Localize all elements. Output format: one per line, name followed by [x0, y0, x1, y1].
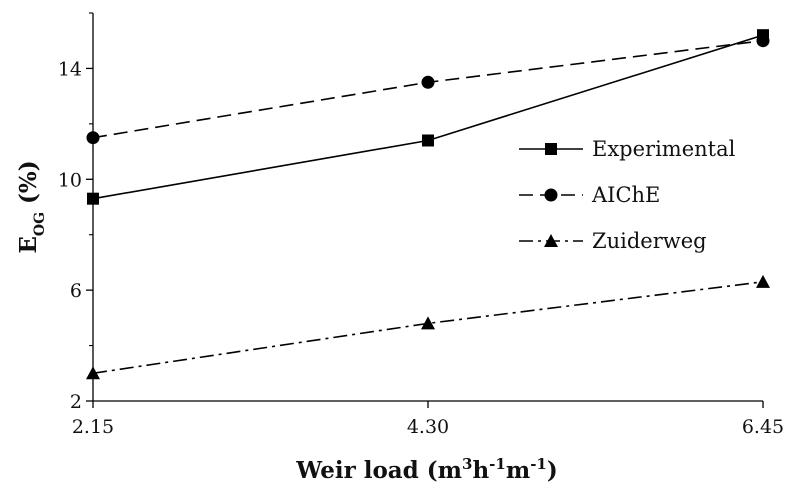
legend-label: Zuiderweg: [592, 229, 707, 253]
axes: [92, 13, 763, 402]
y-tick-label: 14: [58, 58, 82, 80]
legend-item-experimental: Experimental: [519, 137, 736, 161]
data-point: [756, 34, 770, 48]
data-point: [756, 274, 770, 288]
series-aiche: [86, 34, 770, 145]
series-zuiderweg: [86, 274, 770, 380]
x-axis-title: Weir load (m3h-1m-1): [295, 455, 558, 484]
legend-marker: [544, 234, 558, 247]
legend-item-zuiderweg: Zuiderweg: [519, 229, 707, 253]
x-tick-label: 4.30: [407, 416, 449, 438]
data-point: [87, 192, 99, 205]
y-tick-label: 2: [70, 391, 82, 413]
series-line: [92, 39, 764, 139]
legend-label: Experimental: [592, 137, 736, 161]
ticks: 2 6 10 14 2.15 4.30 6.45: [58, 12, 784, 438]
y-tick-label: 10: [58, 169, 82, 191]
x-tick-label: 2.15: [72, 416, 114, 438]
legend: Experimental AIChE Zuiderweg: [519, 137, 736, 253]
legend-marker: [544, 188, 558, 202]
legend-item-aiche: AIChE: [519, 183, 660, 207]
data-point: [421, 316, 435, 330]
series-line: [92, 34, 764, 200]
legend-label: AIChE: [591, 183, 660, 207]
data-point: [421, 75, 435, 89]
series-layer: [86, 29, 770, 380]
data-point: [422, 134, 434, 147]
legend-marker: [545, 143, 557, 155]
y-axis-title: EOG (%): [15, 160, 48, 253]
data-point: [86, 131, 100, 145]
x-tick-label: 6.45: [742, 416, 784, 438]
data-point: [86, 366, 100, 380]
y-tick-label: 6: [70, 280, 82, 302]
series-line: [92, 281, 764, 375]
series-experimental: [87, 29, 769, 205]
